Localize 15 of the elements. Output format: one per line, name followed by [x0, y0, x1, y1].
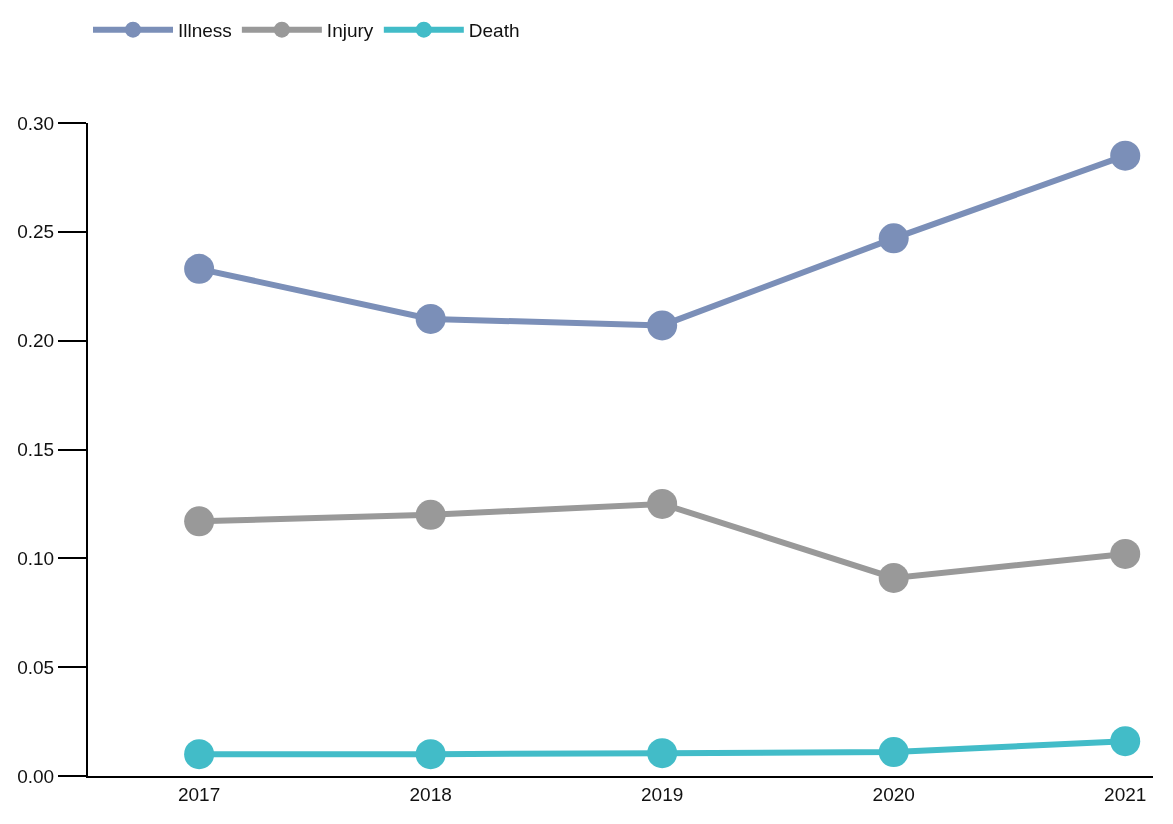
- y-tick-label: 0.00: [17, 765, 55, 787]
- x-tick-label: 2018: [409, 783, 452, 805]
- legend-label: Injury: [326, 20, 374, 42]
- legend-label: Death: [468, 20, 520, 42]
- y-tick-label: 0.10: [17, 547, 55, 569]
- x-tick-label: 2020: [872, 783, 915, 805]
- x-tick-label: 2017: [177, 783, 221, 805]
- y-tick-label: 0.15: [17, 439, 55, 461]
- x-tick-label: 2021: [1104, 783, 1147, 805]
- y-tick-label: 0.20: [17, 330, 55, 352]
- x-tick-label: 2019: [641, 783, 684, 805]
- y-tick-label: 0.30: [17, 112, 55, 134]
- y-tick-label: 0.05: [17, 656, 55, 678]
- legend-label: Illness: [178, 20, 232, 42]
- y-tick-label: 0.25: [17, 221, 55, 243]
